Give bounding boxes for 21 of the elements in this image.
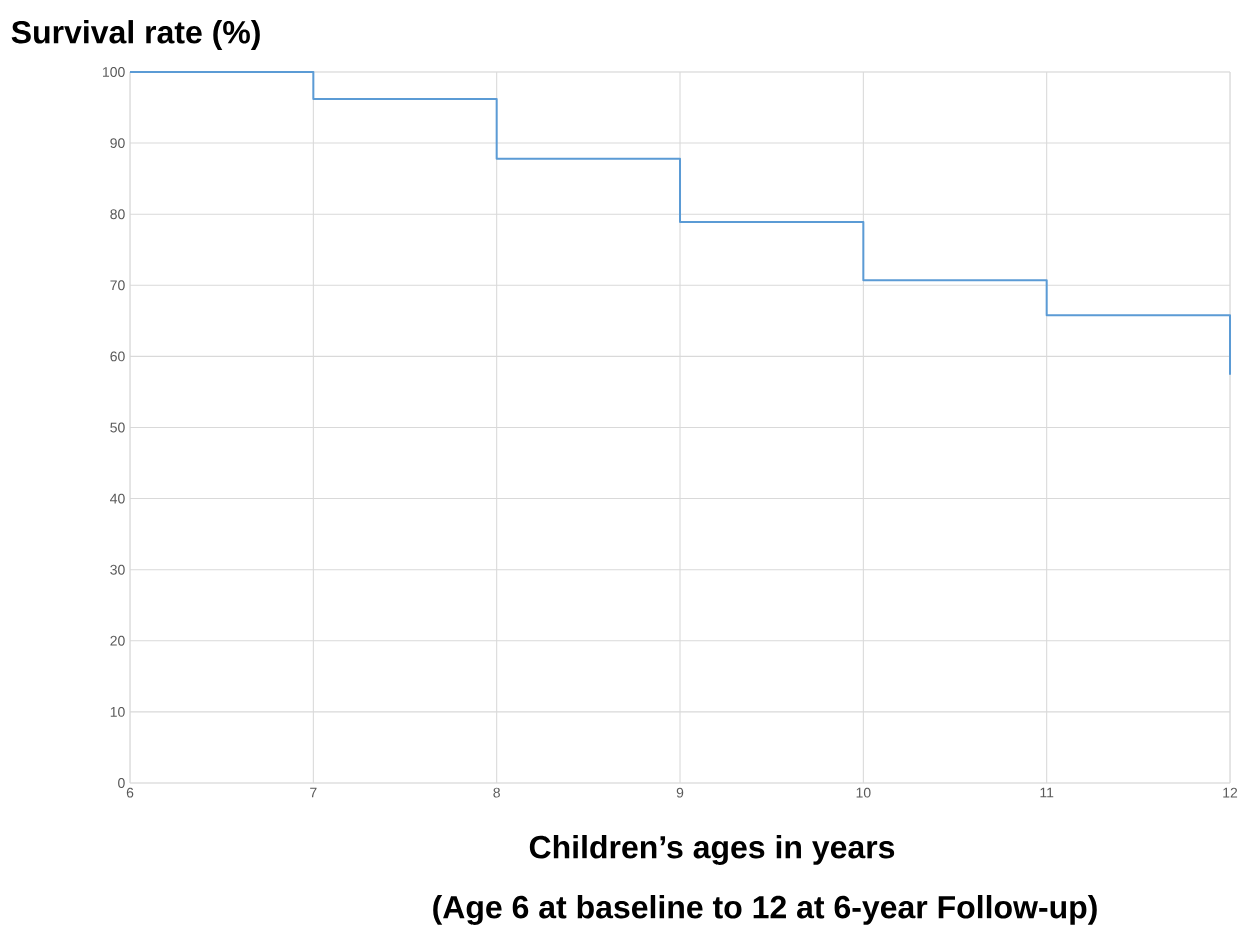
y-tick-label: 40	[110, 493, 125, 504]
x-tick-label: 8	[493, 787, 500, 798]
y-tick-label: 80	[110, 209, 125, 220]
y-tick-label: 70	[110, 280, 125, 291]
x-tick-label: 7	[310, 787, 317, 798]
y-tick-label: 100	[103, 67, 125, 77]
y-tick-label: 60	[110, 351, 125, 362]
x-tick-label: 12	[1223, 787, 1238, 798]
y-tick-label: 0	[118, 778, 125, 788]
x-tick-label: 6	[126, 787, 134, 798]
y-tick-label: 10	[110, 706, 125, 717]
y-tick-label: 20	[110, 635, 125, 646]
y-tick-label: 50	[110, 422, 125, 433]
x-tick-label: 10	[856, 787, 871, 798]
x-tick-label: 9	[676, 787, 684, 798]
y-axis-title: Survival rate (%)	[11, 20, 260, 50]
y-tick-label: 30	[110, 564, 125, 575]
x-tick-label: 11	[1040, 787, 1054, 798]
text: (Age 6 at baseline to 12 at 6-year Follow-up)	[433, 895, 1097, 925]
x-axis-title: Children’s ages in years	[529, 835, 895, 865]
y-tick-label: 90	[110, 138, 125, 149]
